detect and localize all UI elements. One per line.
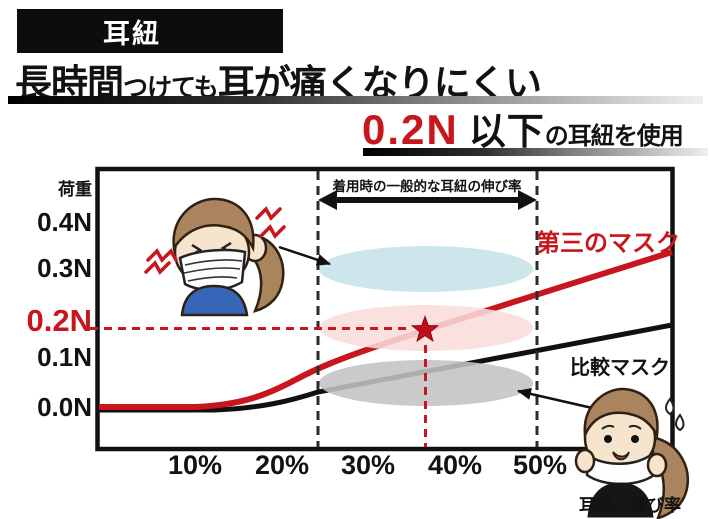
girl-loose-mask-illustration xyxy=(574,387,690,519)
y-tick-0-0: 0.0N xyxy=(37,392,92,422)
shirt xyxy=(180,284,249,317)
series-label-comparison-mask: 比較マスク xyxy=(570,357,670,379)
eye-left xyxy=(604,435,612,443)
y-tick-0-4: 0.4N xyxy=(37,207,92,237)
pain-squiggle-right-icon xyxy=(255,206,286,239)
sweat-drop-icon xyxy=(665,397,675,416)
woman-ear-pain-illustration xyxy=(144,197,286,317)
sweat-drop-icon xyxy=(675,413,685,432)
headline-2-value: 0.2N xyxy=(362,106,459,153)
headline-2: 0.2N 以下 の耳紐を使用 xyxy=(362,101,684,155)
gradient-underline-2 xyxy=(363,148,708,156)
y-axis-title: 荷重 xyxy=(58,180,92,199)
mouth xyxy=(612,451,630,461)
title-tag-box: 耳紐 xyxy=(17,9,283,53)
x-tick-20: 20% xyxy=(254,450,310,480)
hair xyxy=(583,387,659,440)
headline-2-small: の耳紐を使用 xyxy=(544,123,684,150)
eyebrows xyxy=(601,424,642,430)
title-tag: 耳紐 xyxy=(103,18,161,49)
hair xyxy=(172,197,255,253)
x-tick-10: 10% xyxy=(167,450,223,480)
highlight-ellipse-gray xyxy=(319,360,533,406)
mask xyxy=(178,248,247,291)
gradient-underline-1 xyxy=(8,96,703,104)
x-axis-title: 耳紐の伸び率 xyxy=(579,496,681,515)
mask-pleats xyxy=(183,259,243,282)
line-comparison-mask xyxy=(99,322,673,413)
y-tick-0-2-highlight: 0.2N xyxy=(26,303,92,338)
x-tick-30: 30% xyxy=(340,450,396,480)
y-tick-0-3: 0.3N xyxy=(37,253,92,283)
range-arrow-left-head xyxy=(318,190,337,210)
typical-range-label: 着用時の一般的な耳紐の伸び率 xyxy=(332,179,522,194)
arrow-to-gray-ellipse xyxy=(517,388,602,412)
pain-squiggle-left-icon xyxy=(144,248,178,275)
line-third-mask xyxy=(99,249,673,410)
hand-right xyxy=(646,452,668,478)
star-marker-icon xyxy=(410,315,440,343)
arrow-to-blue-ellipse xyxy=(278,245,331,266)
range-arrow-right-head xyxy=(518,190,537,210)
headline-2-large: 以下 xyxy=(468,111,545,152)
x-tick-50: 50% xyxy=(512,450,568,480)
eye-right xyxy=(631,435,639,443)
highlight-ellipse-blue xyxy=(319,246,533,292)
x-tick-40: 40% xyxy=(427,450,483,480)
series-label-third-mask: 第三のマスク xyxy=(536,230,680,257)
shirt xyxy=(587,482,654,518)
hand-left xyxy=(574,448,596,474)
y-tick-0-1: 0.1N xyxy=(37,342,92,372)
